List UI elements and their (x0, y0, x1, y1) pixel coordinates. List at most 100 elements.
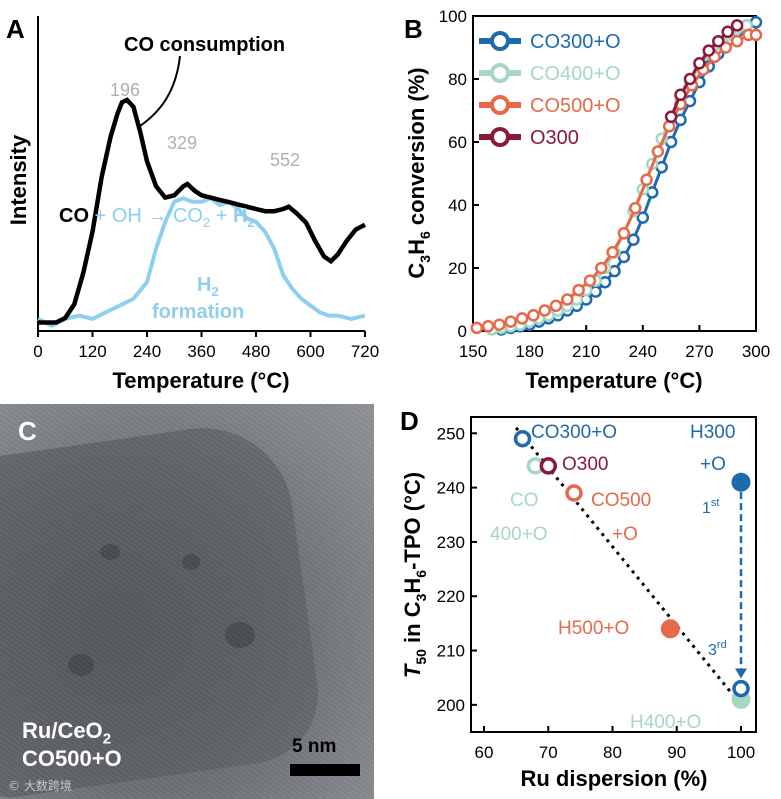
series-point-co500-o-11 (595, 261, 608, 275)
panel-d-points (513, 429, 751, 709)
aging-arrow-head-icon (735, 668, 747, 679)
series-point-co500-o-0 (470, 321, 484, 335)
co-consumption-label: CO consumption (124, 34, 285, 56)
panel-b-series (470, 16, 763, 336)
panel-b-ylabel: C3H6 conversion (%) (404, 67, 433, 278)
tem-spot-2 (225, 622, 255, 648)
legend-label-co500-o: CO500+O (530, 95, 621, 117)
panel-b-y-tick-label-5: 100 (439, 7, 467, 26)
panel-a-x-tick-label-1: 120 (78, 342, 106, 361)
panel-a: A 0 120 240 360 480 600 720 Temperature (°C) I… (6, 14, 379, 393)
panel-b-xlabel: Temperature (°C) (525, 368, 702, 393)
series-point-o300-1 (674, 88, 687, 102)
panel-b-y-tick-label-4: 80 (448, 70, 467, 89)
panel-b-x-tick-label-3: 240 (629, 342, 657, 361)
panel-d-ylabel-rest: -TPO (°C) (400, 472, 425, 570)
series-point-o300-4 (702, 44, 716, 57)
legend-label-o300: O300 (530, 127, 579, 149)
series-point-co500-o-16 (651, 145, 665, 158)
series-point-o300-3 (693, 57, 706, 70)
panel-b-y-tick-label-1: 20 (448, 259, 467, 278)
legend-label-co400-o: CO400+O (530, 63, 621, 85)
panel-b-letter: B (404, 14, 423, 44)
panel-b: B 150 180 210 240 270 300 0 20 40 60 80 100 Temper… (404, 7, 770, 393)
reaction-plus: + (210, 205, 233, 227)
legend-marker-co400-o (490, 63, 510, 83)
panel-b-y-tick-label-2: 40 (448, 196, 467, 215)
label-co400-b: 400+O (490, 524, 548, 545)
panel-b-x-tick-label-5: 300 (742, 342, 770, 361)
series-point-co500-o-25 (749, 28, 763, 42)
panel-b-ylabel-rest: conversion (%) (404, 67, 429, 231)
panel-c-letter: C (18, 416, 37, 446)
panel-d-x-tick-label-4: 100 (727, 743, 755, 762)
series-point-co500-o-14 (629, 201, 642, 215)
panel-b-x-tick-label-4: 270 (685, 342, 713, 361)
series-point-co500-o-8 (561, 293, 574, 306)
panel-d-x-tick-label-0: 60 (475, 743, 494, 762)
label-h300-a: H300 (690, 422, 735, 443)
scale-bar (290, 764, 360, 776)
series-point-co500-o-4 (515, 312, 529, 325)
legend-marker-o300 (490, 127, 510, 147)
point-h300-o (731, 472, 751, 492)
series-point-co500-o-22 (719, 41, 733, 54)
panel-b-ylabel-sub1: 3 (417, 255, 433, 263)
label-first-sup: st (711, 497, 720, 509)
series-point-o300-7 (730, 19, 744, 32)
peak-552-label: 552 (270, 150, 300, 170)
reaction-equation: CO + OH → CO2 + H2 (59, 205, 255, 230)
reaction-plus-oh: + OH → CO (89, 205, 203, 227)
series-point-co500-o-9 (572, 283, 585, 297)
label-co300: CO300+O (531, 422, 617, 443)
series-point-co500-o-2 (493, 318, 506, 331)
label-h300-b: +O (700, 454, 726, 475)
panel-b-plot-frame (472, 15, 757, 332)
panel-d-ylabel-in: in C (400, 601, 425, 649)
panel-d-y-tick-label-5: 250 (437, 424, 465, 443)
panel-d: D 60 70 80 90 100 200 210 220 230 240 250 Ru disp… (400, 406, 757, 791)
panel-d-ylabel-sub2: 6 (413, 570, 429, 578)
panel-b-y-ticks: 0 20 40 60 80 100 (439, 7, 479, 341)
label-third-num: 3 (708, 642, 717, 659)
panel-b-x-ticks: 150 180 210 240 270 300 (459, 325, 770, 361)
tem-spot-4 (100, 544, 120, 560)
panel-b-ylabel-c: C (404, 263, 429, 279)
series-point-co500-o-13 (617, 227, 631, 240)
panel-d-ylabel-tsub: 50 (413, 649, 429, 665)
panel-a-x-tick-label-3: 360 (187, 342, 215, 361)
panel-b-x-tick-label-1: 180 (515, 342, 543, 361)
series-point-co500-o-1 (481, 320, 495, 333)
panel-d-fit-line (514, 426, 743, 706)
h2-formation-label: H2 (197, 274, 219, 299)
panel-d-x-tick-label-3: 90 (667, 743, 686, 762)
series-point-co500-o-23 (730, 34, 744, 48)
series-point-co300-o-15 (636, 211, 650, 224)
panel-d-y-tick-label-0: 200 (437, 696, 465, 715)
series-point-co500-o-10 (583, 274, 597, 287)
label-co500-b: +O (612, 524, 638, 545)
series-point-co500-o-7 (549, 299, 563, 313)
tem-lattice-texture (0, 404, 374, 799)
panel-d-x-ticks: 60 70 80 90 100 (475, 726, 755, 762)
reaction-h2: H (233, 205, 247, 227)
panel-d-ylabel-t: T (400, 663, 425, 678)
scale-bar-label: 5 nm (292, 736, 337, 757)
panel-b-y-tick-label-0: 0 (458, 322, 467, 341)
legend-marker-co500-o (490, 95, 510, 115)
panel-a-x-tick-label-5: 600 (296, 342, 324, 361)
series-point-co300-o-13 (617, 250, 631, 264)
panel-b-legend: CO300+O CO400+O CO500+O O300 (479, 31, 621, 149)
peak-329-label: 329 (167, 133, 197, 153)
panel-d-ylabel: T50 in C3H6-TPO (°C) (400, 472, 429, 678)
legend-label-co300-o: CO300+O (530, 31, 621, 53)
panel-d-xlabel: Ru dispersion (%) (520, 766, 707, 791)
panel-a-ylabel: Intensity (6, 134, 31, 225)
panel-a-xlabel: Temperature (°C) (112, 368, 289, 393)
label-o300: O300 (562, 454, 608, 475)
series-point-co500-o-5 (527, 309, 540, 322)
co-consumption-callout (139, 55, 181, 127)
panel-a-letter: A (6, 14, 25, 44)
legend-marker-co300-o (490, 31, 510, 51)
